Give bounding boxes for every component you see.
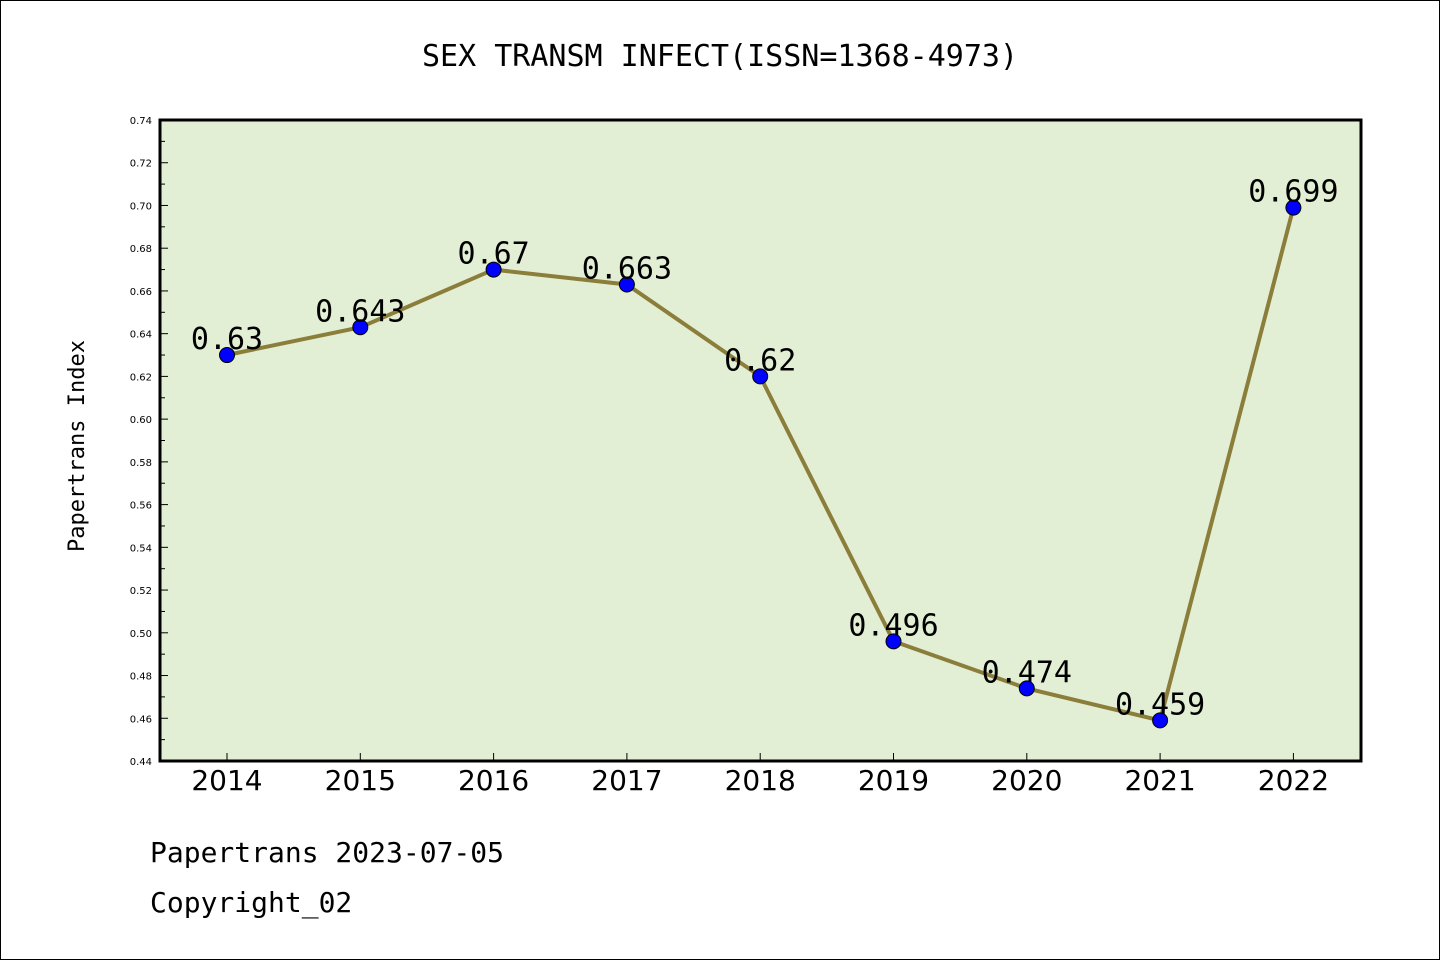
data-label: 0.62	[724, 343, 796, 378]
y-tick-label: 0.52	[130, 586, 152, 597]
y-tick-label: 0.54	[130, 543, 152, 554]
data-point	[219, 347, 235, 364]
series-layer: 0.63 0.643 0.67 0.663 0.62 0.496 0.474 0.459 0.6…	[191, 175, 1339, 729]
y-axis-label: Papertrans Index	[65, 340, 90, 552]
x-tick-label: 2017	[591, 764, 662, 797]
y-axis: 0.44 0.46 0.48 0.50 0.52 0.54 0.56 0.58 0.60 0.62…	[130, 116, 168, 768]
data-label: 0.474	[982, 655, 1072, 690]
data-point	[618, 276, 635, 293]
y-tick-label: 0.64	[130, 330, 152, 341]
y-tick-label: 0.56	[130, 501, 152, 512]
x-tick-label: 2020	[991, 764, 1062, 797]
data-point	[752, 368, 769, 385]
y-tick-label: 0.62	[130, 372, 152, 383]
x-tick-label: 2016	[458, 764, 529, 797]
x-tick-label: 2019	[858, 764, 929, 797]
y-tick-label: 0.72	[130, 159, 152, 170]
data-point	[1018, 680, 1035, 697]
y-tick-label: 0.60	[130, 415, 152, 426]
x-tick-label: 2018	[725, 764, 796, 797]
data-label: 0.67	[457, 237, 529, 272]
x-tick-label: 2021	[1124, 764, 1195, 797]
y-tick-label: 0.58	[130, 458, 152, 469]
data-point	[885, 633, 902, 650]
data-point	[485, 261, 502, 278]
footer-copyright: Copyright_02	[150, 886, 353, 919]
data-point	[1152, 712, 1169, 729]
data-label: 0.459	[1115, 687, 1205, 722]
data-label: 0.496	[848, 608, 938, 643]
data-label: 0.663	[582, 252, 672, 287]
data-label: 0.643	[315, 294, 405, 329]
y-tick-label: 0.50	[130, 629, 152, 640]
y-tick-label: 0.68	[130, 244, 152, 255]
x-axis: 2014 2015 2016 2017 2018 2019 2020 2021 2022	[191, 753, 1329, 797]
plot-area	[158, 118, 1363, 763]
x-tick-label: 2022	[1258, 764, 1329, 797]
data-point	[352, 319, 369, 336]
data-point	[1285, 199, 1302, 216]
x-tick-label: 2014	[191, 764, 262, 797]
y-tick-label: 0.66	[130, 287, 152, 298]
y-tick-label: 0.44	[130, 757, 152, 768]
chart-title: SEX TRANSM INFECT(ISSN=1368-4973)	[422, 39, 1018, 74]
footer-date: Papertrans 2023-07-05	[150, 836, 505, 869]
data-label: 0.699	[1248, 175, 1338, 210]
y-tick-label: 0.46	[130, 714, 152, 725]
x-tick-label: 2015	[325, 764, 396, 797]
y-tick-label: 0.48	[130, 672, 152, 683]
data-label: 0.63	[191, 322, 263, 357]
y-tick-label: 0.74	[130, 116, 152, 127]
y-tick-label: 0.70	[130, 201, 152, 212]
